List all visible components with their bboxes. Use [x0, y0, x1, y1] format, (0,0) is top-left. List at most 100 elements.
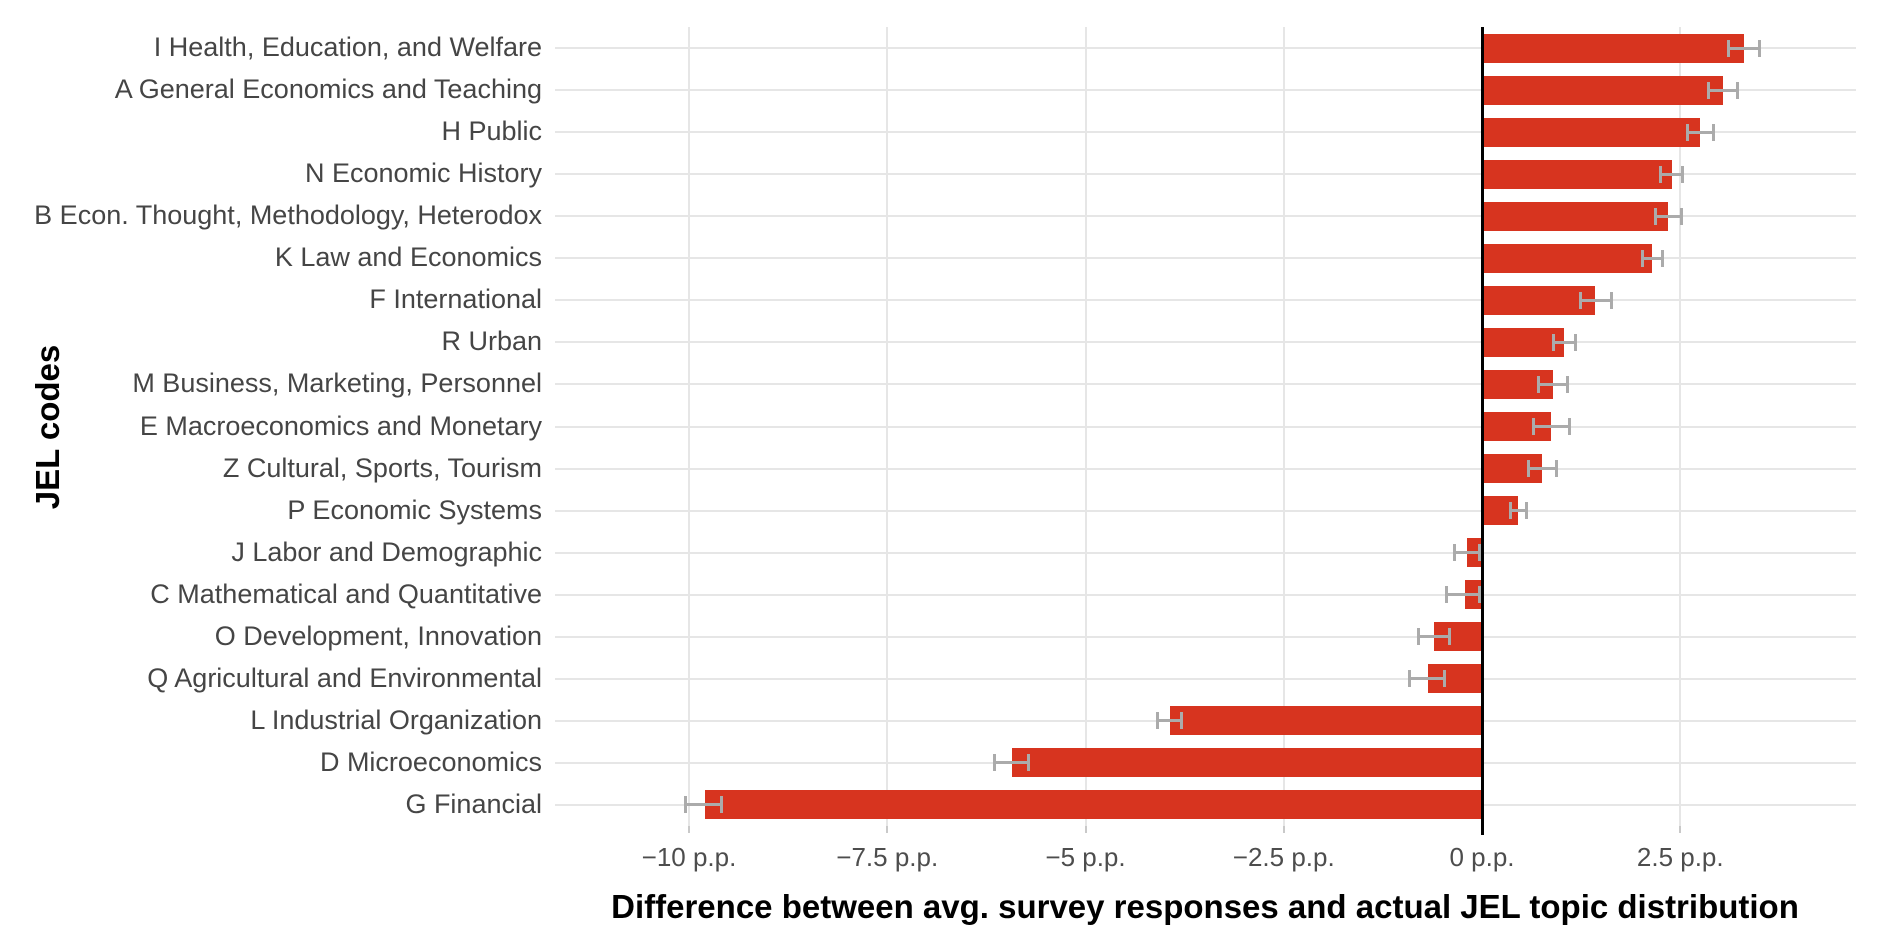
y-gridline	[555, 467, 1856, 470]
error-bar-cap-high	[1442, 670, 1446, 688]
category-label: H Public	[441, 116, 542, 147]
value-bar	[1482, 75, 1724, 105]
error-bar-cap-high	[1680, 165, 1684, 183]
error-bar	[1553, 340, 1577, 344]
error-bar	[685, 803, 723, 807]
error-bar	[1532, 425, 1571, 428]
x-tick-mark	[688, 826, 690, 833]
category-label: C Mathematical and Quantitative	[150, 578, 542, 609]
y-gridline	[555, 383, 1856, 386]
error-bar-cap-low	[1726, 39, 1730, 57]
error-bar	[1579, 298, 1613, 302]
error-bar-cap-high	[1478, 586, 1482, 604]
value-bar	[1482, 201, 1668, 231]
error-bar-cap-low	[1686, 123, 1690, 141]
error-bar-cap-high	[1660, 249, 1664, 267]
x-axis-title: Difference between avg. survey responses…	[611, 888, 1799, 925]
error-bar-cap-high	[720, 796, 724, 814]
error-bar-cap-high	[1027, 754, 1031, 772]
error-bar-cap-high	[1610, 291, 1614, 309]
error-bar-cap-high	[1477, 544, 1481, 562]
error-bar	[1654, 214, 1682, 218]
error-bar	[1527, 467, 1557, 471]
x-tick-mark	[886, 826, 889, 833]
y-gridline	[555, 47, 1856, 50]
error-bar	[1642, 256, 1663, 260]
error-bar-cap-high	[1679, 207, 1683, 225]
error-bar	[1156, 719, 1183, 723]
value-bar	[1482, 327, 1565, 357]
category-label: K Law and Economics	[274, 242, 542, 273]
error-bar-cap-high	[1574, 333, 1578, 351]
error-bar	[1687, 130, 1714, 134]
error-bar-cap-high	[1448, 628, 1452, 646]
error-bar-cap-low	[1508, 502, 1512, 520]
value-bar	[1482, 117, 1701, 147]
error-bar-cap-low	[1416, 628, 1420, 646]
error-bar-cap-low	[1552, 333, 1556, 351]
error-bar-cap-high	[1525, 502, 1529, 520]
category-label: L Industrial Organization	[250, 704, 542, 735]
x-tick-label: −10 p.p.	[641, 842, 737, 872]
error-bar-cap-low	[1531, 418, 1535, 435]
category-label: R Urban	[441, 326, 542, 357]
category-label: Q Agricultural and Environmental	[147, 662, 542, 693]
x-tick-mark	[1679, 826, 1682, 833]
error-bar-cap-low	[1444, 586, 1448, 604]
error-bar	[1708, 88, 1739, 92]
category-label: I Health, Education, and Welfare	[153, 32, 542, 63]
error-bar-cap-high	[1180, 712, 1184, 730]
y-gridline	[555, 89, 1856, 92]
error-bar-cap-low	[1578, 291, 1582, 309]
category-label: N Economic History	[304, 158, 542, 189]
error-bar-cap-high	[1758, 39, 1762, 57]
error-bar-cap-low	[1526, 460, 1530, 478]
category-label: O Development, Innovation	[214, 620, 542, 651]
x-tick-label: −7.5 p.p.	[836, 842, 939, 872]
category-label: J Labor and Demographic	[231, 536, 542, 567]
error-bar-cap-low	[1659, 165, 1663, 183]
y-gridline	[555, 173, 1856, 176]
value-bar	[1482, 285, 1595, 315]
value-bar	[1482, 243, 1653, 273]
error-bar-cap-low	[993, 754, 997, 772]
error-bar-cap-low	[1537, 375, 1541, 393]
error-bar-cap-high	[1554, 460, 1558, 478]
error-bar-cap-low	[1641, 249, 1645, 267]
y-gridline	[555, 551, 1856, 554]
value-bar	[1170, 706, 1482, 736]
x-tick-mark	[1282, 826, 1285, 833]
error-bar	[1538, 382, 1569, 386]
y-gridline	[555, 635, 1856, 638]
error-bar-cap-low	[1653, 207, 1657, 225]
category-label: Z Cultural, Sports, Tourism	[222, 452, 542, 483]
zero-reference-line	[1480, 27, 1484, 835]
error-bar	[994, 761, 1030, 765]
error-bar-cap-low	[1408, 670, 1412, 688]
category-label: P Economic Systems	[287, 494, 542, 525]
category-label: G Financial	[405, 788, 542, 819]
y-gridline	[555, 677, 1856, 680]
category-label: D Microeconomics	[319, 746, 542, 777]
y-gridline	[555, 341, 1856, 344]
y-gridline	[555, 215, 1856, 218]
error-bar-cap-high	[1566, 375, 1570, 393]
error-bar	[1417, 635, 1451, 639]
error-bar	[1454, 551, 1480, 555]
y-gridline	[555, 131, 1856, 134]
error-bar	[1509, 509, 1528, 513]
category-label: F International	[369, 284, 542, 315]
error-bar-cap-low	[1707, 81, 1710, 99]
error-bar-cap-low	[684, 796, 688, 814]
error-bar	[1445, 593, 1481, 597]
value-bar	[1482, 33, 1744, 63]
x-tick-label: −5 p.p.	[1045, 842, 1126, 872]
category-label: A General Economics and Teaching	[114, 74, 542, 105]
error-bar-cap-high	[1568, 418, 1572, 435]
y-gridline	[555, 299, 1856, 302]
x-tick-mark	[1084, 826, 1087, 833]
category-label: B Econ. Thought, Methodology, Heterodox	[34, 200, 542, 231]
y-gridline	[555, 509, 1856, 512]
y-gridline	[555, 257, 1856, 260]
error-bar	[1409, 677, 1445, 681]
